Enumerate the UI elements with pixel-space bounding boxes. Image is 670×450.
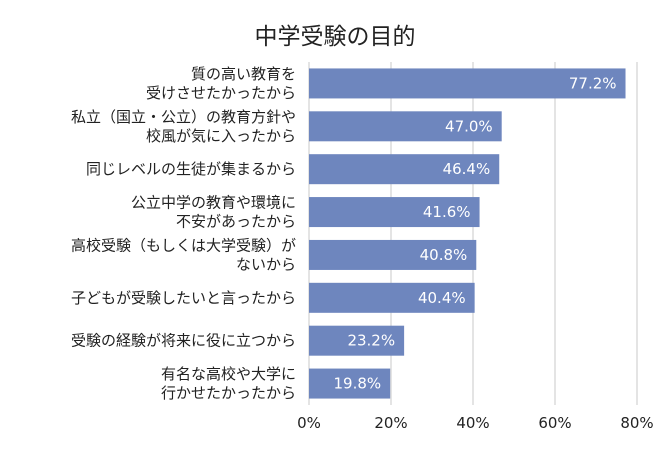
data-label: 41.6% <box>423 203 471 221</box>
data-label: 40.4% <box>418 289 466 307</box>
category-label: 子どもが受験したいと言ったから <box>71 289 296 307</box>
bar <box>309 154 500 185</box>
data-label: 40.8% <box>420 246 468 264</box>
bar <box>309 325 405 356</box>
x-tick-label: 60% <box>538 414 571 432</box>
category-label: 受験の経験が将来に役に立つから <box>71 332 296 350</box>
bar <box>309 111 502 142</box>
x-tick-label: 80% <box>620 414 653 432</box>
data-label: 47.0% <box>445 117 493 135</box>
category-labels: 質の高い教育を受けさせたかったから私立（国立・公立）の教育方針や校風が気に入った… <box>71 65 296 402</box>
data-label: 77.2% <box>569 74 617 92</box>
x-axis-ticks: 0% 20% 40% 60% 80% <box>297 414 654 432</box>
category-label: 私立（国立・公立）の教育方針や校風が気に入ったから <box>71 108 296 145</box>
bars: 77.2% 47.0% 46.4% 41.6% 40.8% 40.4% 23.2% 19.8% <box>309 68 626 399</box>
bar <box>309 68 626 99</box>
chart-title: 中学受験の目的 <box>255 24 416 50</box>
bar <box>309 197 480 228</box>
data-label: 19.8% <box>334 375 382 393</box>
category-label: 公立中学の教育や環境に不安があったから <box>131 194 296 231</box>
category-label: 同じレベルの生徒が集まるから <box>86 160 296 178</box>
category-label: 高校受験（もしくは大学受験）がないから <box>71 236 296 273</box>
x-tick-label: 20% <box>374 414 407 432</box>
category-label: 質の高い教育を受けさせたかったから <box>146 65 296 102</box>
data-label: 46.4% <box>443 160 491 178</box>
category-label: 有名な高校や大学に行かせたかったから <box>161 365 296 402</box>
bar <box>309 239 477 270</box>
data-label: 23.2% <box>347 332 395 350</box>
x-tick-label: 0% <box>297 414 321 432</box>
bar <box>309 282 475 313</box>
bar <box>309 368 391 399</box>
x-tick-label: 40% <box>456 414 489 432</box>
